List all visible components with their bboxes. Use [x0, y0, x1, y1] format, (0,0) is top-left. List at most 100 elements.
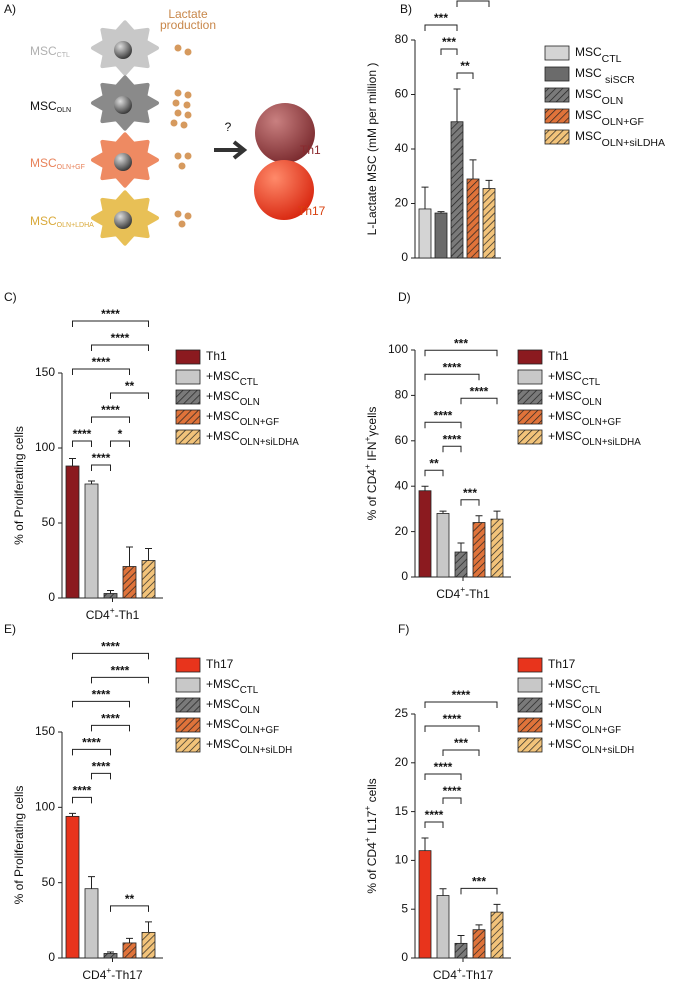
- error-bar: [493, 510, 501, 520]
- y-tick-label: 0: [48, 590, 55, 604]
- legend-name: Th17: [206, 657, 234, 671]
- error-bar: [69, 812, 76, 817]
- lactate-dot: [174, 109, 182, 117]
- lactate-dot: [183, 101, 191, 109]
- bar: [490, 518, 504, 578]
- legend-label: +MSCOLN+GF: [206, 409, 279, 428]
- legend-name: +MSC: [206, 389, 240, 403]
- lactate-dot: [184, 152, 192, 160]
- lactate-dot: [178, 220, 186, 228]
- significance-bracket: [424, 701, 498, 708]
- bar: [472, 929, 486, 959]
- text-part: -Th1: [465, 587, 490, 601]
- y-tick-label: 0: [401, 250, 408, 264]
- y-tick-label: 0: [401, 569, 408, 583]
- bar: [434, 212, 448, 259]
- legend-sub: OLN+GF: [582, 417, 621, 428]
- legend-name: +MSC: [548, 677, 582, 691]
- significance-label: ***: [434, 11, 448, 25]
- significance-label: ****: [73, 427, 92, 441]
- y-tick-label: 0: [401, 950, 408, 964]
- legend-name: MSC: [575, 45, 602, 59]
- legend-label: Th1: [206, 349, 227, 363]
- y-tick-label: 60: [395, 87, 409, 101]
- cell-label: MSCOLN: [30, 99, 71, 114]
- legend-label: +MSCOLN+GF: [548, 409, 621, 428]
- significance-bracket: [72, 652, 149, 660]
- legend-label: MSCOLN: [575, 87, 623, 107]
- significance-bracket: [424, 349, 498, 357]
- significance-bracket: [110, 440, 130, 447]
- text-part: +: [457, 965, 462, 975]
- significance-bracket: [91, 344, 149, 351]
- significance-label: ****: [101, 403, 120, 417]
- error-bar: [493, 903, 501, 913]
- legend-swatch: [517, 349, 543, 365]
- legend-swatch: [544, 45, 570, 61]
- legend-label: +MSCCTL: [548, 369, 601, 388]
- panel-label: D): [398, 290, 411, 304]
- error-bar: [126, 937, 133, 943]
- legend-sub: OLN+LDHA: [57, 222, 94, 229]
- y-tick-label: 20: [395, 196, 409, 210]
- legend-name: +MSC: [206, 677, 240, 691]
- significance-bracket: [72, 368, 130, 375]
- legend-sub: OLN+GF: [602, 116, 644, 128]
- error-bar: [457, 935, 465, 944]
- bar: [141, 560, 156, 599]
- significance-label: ****: [92, 688, 111, 702]
- question-mark: ?: [225, 120, 232, 134]
- y-tick-label: 100: [35, 800, 55, 814]
- y-tick-label: 60: [395, 433, 409, 447]
- text-part: % of CD4: [365, 469, 379, 521]
- bar: [65, 815, 80, 959]
- legend-name: MSC: [30, 214, 57, 228]
- significance-bracket: [442, 797, 462, 804]
- legend-name: +MSC: [548, 697, 582, 711]
- panel-label: B): [400, 2, 412, 16]
- legend-sub: CTL: [240, 377, 259, 388]
- significance-label: ****: [92, 451, 111, 465]
- significance-bracket: [72, 320, 149, 327]
- significance-label: **: [468, 0, 478, 1]
- significance-bracket: [440, 48, 458, 56]
- legend-name: MSC: [30, 156, 57, 170]
- legend-label: Th17: [548, 657, 576, 671]
- y-tick-label: 150: [35, 365, 55, 379]
- significance-bracket: [424, 24, 458, 32]
- legend-sub: CTL: [582, 377, 601, 388]
- significance-bracket: [456, 72, 474, 80]
- legend-swatch: [175, 369, 201, 385]
- significance-bracket: [72, 796, 92, 804]
- significance-bracket: [91, 772, 111, 780]
- error-bar: [439, 510, 447, 514]
- legend-name: MSC: [575, 66, 605, 80]
- legend-swatch: [517, 409, 543, 425]
- significance-label: ****: [434, 408, 453, 422]
- y-axis-label: % of CD4+ IL17+ cells: [362, 778, 379, 893]
- error-bar: [145, 921, 152, 933]
- legend-label: MSCOLN+GF: [575, 108, 644, 128]
- nucleus: [114, 96, 132, 114]
- error-bar: [475, 924, 483, 930]
- legend-sub: OLN+GF: [582, 725, 621, 736]
- significance-label: ****: [101, 712, 120, 726]
- legend-name: +MSC: [206, 697, 240, 711]
- legend-sub: OLN: [240, 705, 260, 716]
- significance-bracket: [91, 676, 149, 684]
- legend-swatch: [517, 737, 543, 753]
- target-label: Th17: [298, 204, 326, 218]
- significance-bracket: [91, 464, 111, 471]
- panel-label: E): [4, 622, 16, 636]
- text-part: CD4: [433, 968, 457, 982]
- y-tick-label: 50: [42, 515, 56, 529]
- legend-label: +MSCOLN+siLDH: [548, 737, 634, 756]
- significance-bracket: [460, 499, 480, 506]
- error-bar: [69, 458, 76, 466]
- x-axis-label: CD4+-Th1: [436, 584, 490, 601]
- lactate-dot: [180, 121, 188, 129]
- x-axis-label: CD4+-Th17: [82, 965, 143, 982]
- text-part: % of CD4: [365, 842, 379, 894]
- error-bar: [421, 186, 429, 209]
- legend-name: +MSC: [548, 409, 582, 423]
